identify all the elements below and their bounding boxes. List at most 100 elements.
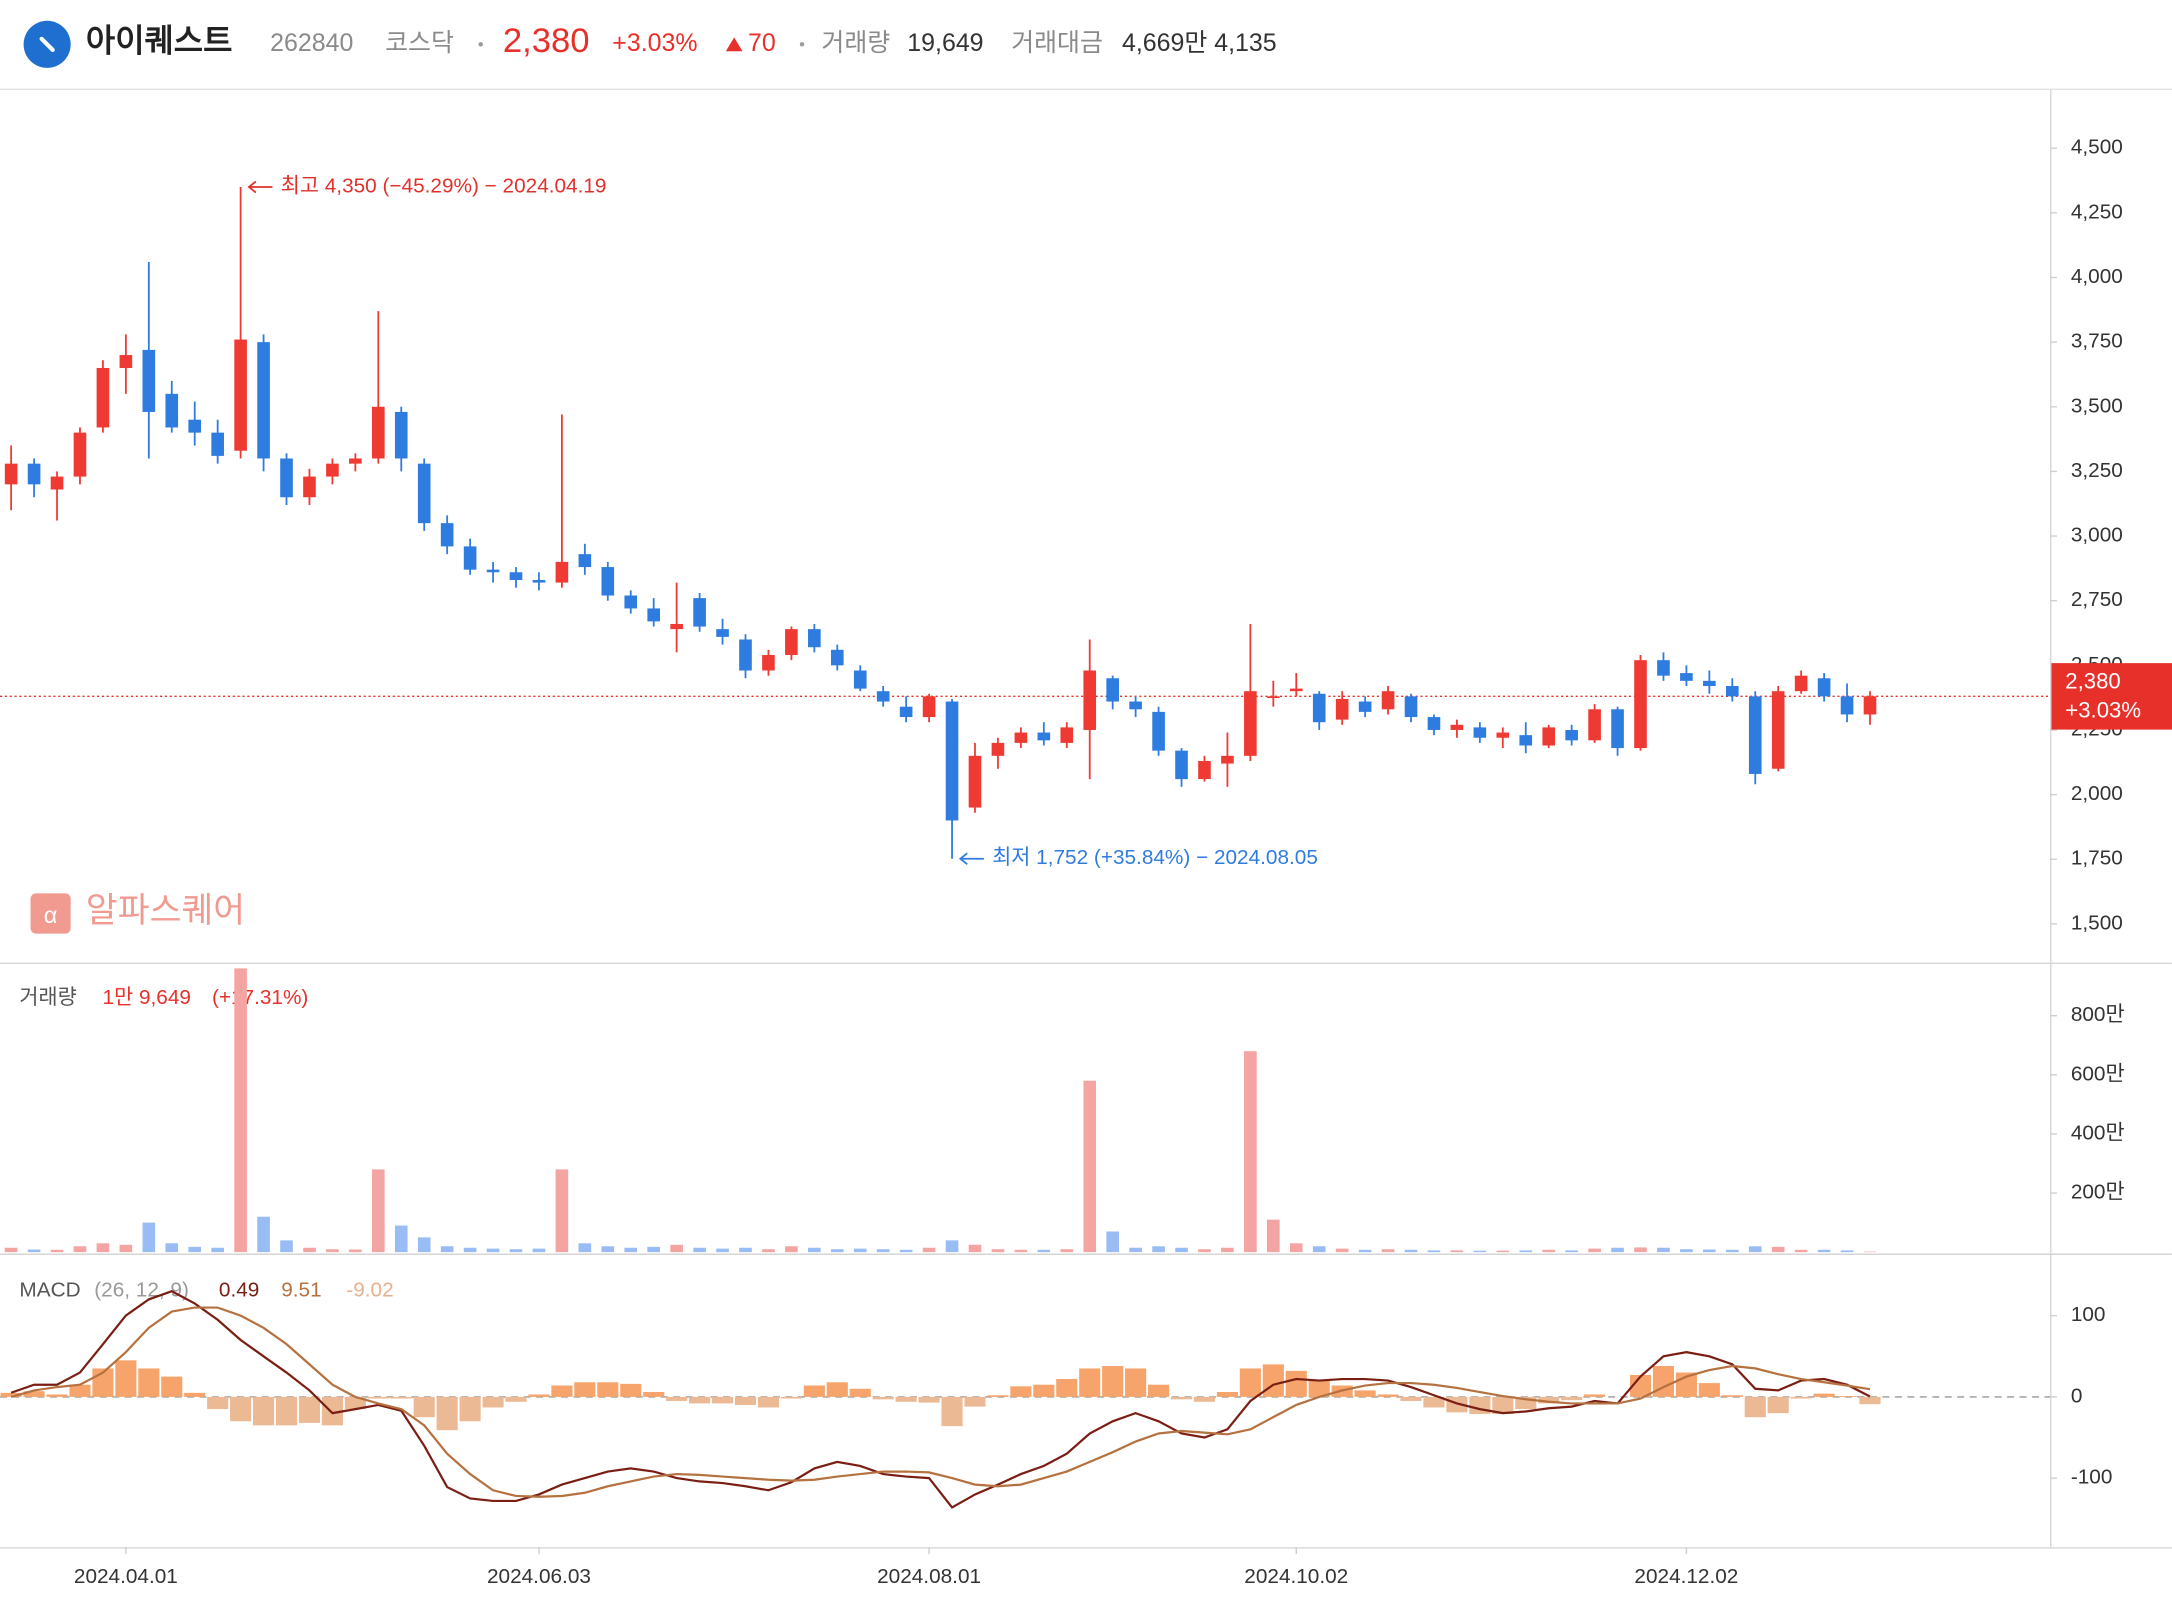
y-tick-label: -100 — [2071, 1466, 2113, 1489]
macd-histogram-bar — [987, 1395, 1009, 1397]
macd-histogram-bar — [1584, 1394, 1606, 1397]
volume-bar — [142, 1222, 156, 1253]
volume-bar — [1037, 1249, 1051, 1253]
candle-body — [1083, 670, 1097, 730]
volume-bar — [1427, 1250, 1441, 1253]
candle-body — [1381, 691, 1395, 710]
volume-bar — [1129, 1247, 1142, 1253]
macd-histogram-bar — [528, 1394, 550, 1397]
last-price-tag — [2051, 663, 2172, 730]
volume-bar — [1060, 1249, 1074, 1253]
candle-body — [1794, 675, 1808, 692]
macd-histogram-bar — [1836, 1396, 1858, 1397]
volume-bar — [739, 1247, 752, 1253]
macd-histogram-bar — [1652, 1366, 1675, 1397]
candle-body — [991, 742, 1005, 756]
candle-body — [808, 629, 821, 648]
y-tick-label: 100 — [2071, 1303, 2106, 1326]
y-tick-label: 4,500 — [2071, 136, 2123, 159]
volume-bar — [326, 1249, 339, 1253]
macd-histogram-bar — [941, 1396, 963, 1427]
macd-histogram-bar — [895, 1396, 917, 1402]
x-tick-label: 2024.08.01 — [877, 1565, 981, 1588]
x-tick-label: 2024.06.03 — [487, 1565, 591, 1588]
volume-bar — [4, 1247, 18, 1253]
volume-bar — [1244, 1051, 1257, 1253]
macd-histogram-bar — [666, 1396, 688, 1401]
candle-body — [739, 639, 752, 671]
macd-histogram-bar — [138, 1368, 160, 1397]
volume-bar — [693, 1247, 706, 1253]
candle-body — [716, 629, 729, 637]
candle-body — [303, 476, 316, 498]
candle-body — [1542, 727, 1556, 746]
macd-histogram-bar — [115, 1360, 137, 1397]
candle-body — [601, 567, 615, 596]
volume-bar — [1771, 1246, 1785, 1253]
macd-histogram-bar — [1859, 1396, 1881, 1405]
macd-histogram-bar — [69, 1384, 91, 1397]
macd-histogram-bar — [0, 1392, 22, 1397]
volume-bar — [1014, 1249, 1028, 1253]
candle-body — [1335, 698, 1349, 720]
stock-name: 아이퀘스트 — [86, 22, 232, 58]
candle-body — [1037, 732, 1051, 741]
volume-bar — [1542, 1249, 1556, 1253]
candle-body — [624, 595, 638, 609]
volume-bar — [1748, 1246, 1762, 1253]
candle-body — [326, 463, 339, 477]
y-tick-label: 0 — [2071, 1384, 2083, 1407]
macd-histogram-bar — [1056, 1379, 1078, 1397]
volume-bar — [991, 1249, 1005, 1253]
macd-histogram-bar — [574, 1382, 596, 1397]
candle-body — [1473, 727, 1487, 738]
macd-histogram-bar — [1721, 1395, 1743, 1397]
volume-bar — [968, 1244, 982, 1253]
price: 2,380 — [503, 22, 590, 60]
volume-bar — [578, 1243, 592, 1253]
volume-bar — [1680, 1249, 1693, 1253]
volume-bar — [486, 1248, 500, 1253]
volume-bar — [647, 1246, 661, 1253]
volume-bar — [853, 1248, 867, 1253]
volume-bar — [830, 1249, 844, 1253]
macd-line — [10, 1306, 1871, 1498]
candle-body — [1680, 673, 1693, 681]
macd-histogram-bar — [1698, 1383, 1720, 1397]
watermark: 알파스퀘어 — [86, 892, 245, 930]
macd-histogram-bar — [1216, 1392, 1238, 1397]
macd-title: MACD — [19, 1278, 80, 1301]
volume-bar — [1152, 1246, 1165, 1253]
candle-body — [578, 554, 592, 568]
candle-body — [968, 755, 982, 808]
candle-body — [1496, 732, 1510, 738]
volume-bar — [349, 1249, 362, 1253]
candle-body — [440, 523, 454, 547]
macd-histogram-bar — [298, 1396, 321, 1423]
volume-bar — [371, 1169, 385, 1253]
macd-histogram-bar — [643, 1392, 665, 1397]
candle-body — [4, 463, 18, 485]
volume-bar — [1611, 1247, 1624, 1253]
macd-histogram-bar — [1423, 1396, 1445, 1408]
y-tick-label: 1,500 — [2071, 911, 2123, 934]
amount: 4,669만 4,135 — [1122, 29, 1277, 57]
volume-bar — [1725, 1249, 1739, 1253]
candle-body — [899, 706, 913, 718]
macd-histogram-bar — [23, 1391, 45, 1397]
candle-body — [371, 406, 385, 459]
volume-bar — [1817, 1249, 1831, 1253]
macd-histogram-bar — [1033, 1384, 1055, 1397]
volume-bar — [1863, 1251, 1877, 1253]
volume-bar — [440, 1246, 454, 1253]
candle-body — [1244, 691, 1257, 756]
volume-bar — [1703, 1249, 1716, 1253]
volume-bar — [96, 1243, 110, 1253]
macd-histogram-bar — [46, 1394, 68, 1397]
volume-bar — [509, 1249, 523, 1253]
candle-body — [1358, 701, 1372, 712]
volume-bar — [762, 1249, 775, 1253]
macd-histogram-bar — [505, 1396, 527, 1402]
volume-bar — [27, 1249, 41, 1253]
